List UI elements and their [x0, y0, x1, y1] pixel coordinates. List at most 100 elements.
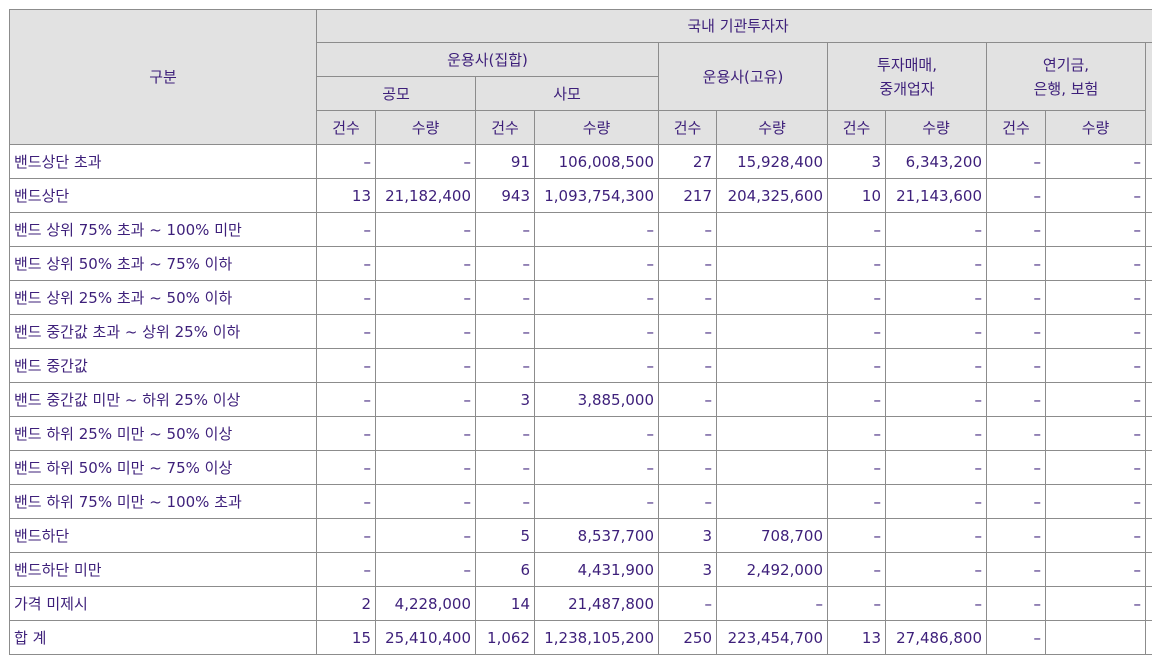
- count-cell: 1,062: [475, 620, 535, 655]
- qty-cell: –: [375, 144, 476, 179]
- qty-cell: [716, 348, 828, 383]
- overflow-cell: [1144, 144, 1152, 179]
- qty-cell: [716, 314, 828, 349]
- dealer-header-line1: 투자매매,: [877, 55, 937, 74]
- count-cell: –: [986, 246, 1046, 281]
- count-cell: 15: [316, 620, 376, 655]
- qty-cell: –: [375, 348, 476, 383]
- table-row: 밴드 상위 50% 초과 ~ 75% 이하 – – – – – – – – –: [9, 246, 1152, 281]
- count-cell: –: [475, 314, 535, 349]
- count-cell: –: [986, 280, 1046, 315]
- am-collective-header: 운용사(집합): [316, 42, 659, 77]
- count-cell: –: [316, 552, 376, 587]
- count-cell: 6: [475, 552, 535, 587]
- qty-cell: –: [534, 348, 659, 383]
- qty-cell: –: [1045, 484, 1146, 519]
- overflow-cell: [1144, 178, 1152, 213]
- row-label: 밴드 하위 25% 미만 ~ 50% 이상: [9, 416, 317, 451]
- count-cell: –: [986, 416, 1046, 451]
- overflow-cell: [1144, 620, 1152, 655]
- qty-cell: –: [1045, 314, 1146, 349]
- qty-cell: 21,143,600: [885, 178, 987, 213]
- qty-cell: 8,537,700: [534, 518, 659, 553]
- qty-cell: –: [375, 246, 476, 281]
- table-row: 밴드하단 미만 – –6 4,431,900 3 2,492,000– – – –: [9, 552, 1152, 587]
- count-cell: –: [986, 518, 1046, 553]
- qty-cell: [716, 382, 828, 417]
- qty-cell: –: [885, 348, 987, 383]
- qty-cell: –: [885, 416, 987, 451]
- table-row: 합 계 15 25,410,400 1,062 1,238,105,200 250 223,…: [9, 620, 1152, 655]
- count-cell: –: [986, 484, 1046, 519]
- table-row: 밴드 중간값 – – – – – – – – –: [9, 348, 1152, 383]
- qty-cell: 27,486,800: [885, 620, 987, 655]
- table-row: 밴드 상위 25% 초과 ~ 50% 이하 – – – – – – – – –: [9, 280, 1152, 315]
- table-row: 가격 미제시 2 4,228,000 14 21,487,800– – – – – –: [9, 586, 1152, 621]
- qty-cell: [716, 246, 828, 281]
- row-label: 밴드 중간값 초과 ~ 상위 25% 이하: [9, 314, 317, 349]
- count-cell: –: [316, 484, 376, 519]
- qty-cell: 21,487,800: [534, 586, 659, 621]
- overflow-cell: [1144, 586, 1152, 621]
- table-header: 구분 국내 기관투자자 운용사(집합) 운용사(고유) 투자매매, 중개업자 연…: [9, 9, 1152, 145]
- qty-cell: 6,343,200: [885, 144, 987, 179]
- qty-cell: –: [885, 552, 987, 587]
- qty-cell: [716, 450, 828, 485]
- count-cell: –: [827, 450, 886, 485]
- count-cell: 14: [475, 586, 535, 621]
- qty-cell: 1,093,754,300: [534, 178, 659, 213]
- overflow-cell: [1144, 382, 1152, 417]
- count-cell: –: [658, 484, 717, 519]
- qty-cell: [1045, 620, 1146, 655]
- qty-cell: –: [375, 416, 476, 451]
- count-cell: –: [986, 348, 1046, 383]
- qty-cell: –: [885, 280, 987, 315]
- qty-cell: –: [716, 586, 828, 621]
- count-header: 건수: [827, 110, 886, 145]
- pension-header-line1: 연기금,: [1042, 55, 1090, 74]
- row-label: 합 계: [9, 620, 317, 655]
- count-cell: –: [658, 348, 717, 383]
- table-row: 밴드 하위 75% 미만 ~ 100% 초과 – – – – – – – – –: [9, 484, 1152, 519]
- count-cell: –: [658, 314, 717, 349]
- qty-cell: –: [375, 314, 476, 349]
- qty-cell: [716, 416, 828, 451]
- qty-cell: 21,182,400: [375, 178, 476, 213]
- overflow-cell: [1144, 314, 1152, 349]
- demand-forecast-table: 구분 국내 기관투자자 운용사(집합) 운용사(고유) 투자매매, 중개업자 연…: [9, 9, 1152, 655]
- qty-header: 수량: [375, 110, 476, 145]
- qty-cell: –: [375, 552, 476, 587]
- row-label: 가격 미제시: [9, 586, 317, 621]
- count-cell: –: [658, 212, 717, 247]
- qty-cell: –: [1045, 348, 1146, 383]
- count-cell: 217: [658, 178, 717, 213]
- table-row: 밴드상단 13 21,182,400 943 1,093,754,300 217 204,3…: [9, 178, 1152, 213]
- count-cell: –: [316, 314, 376, 349]
- qty-cell: –: [1045, 450, 1146, 485]
- qty-header: 수량: [885, 110, 987, 145]
- overflow-cell: [1144, 518, 1152, 553]
- count-cell: –: [986, 450, 1046, 485]
- qty-cell: –: [534, 246, 659, 281]
- qty-cell: –: [534, 484, 659, 519]
- qty-cell: 2,492,000: [716, 552, 828, 587]
- qty-cell: –: [1045, 416, 1146, 451]
- am-proprietary-header: 운용사(고유): [658, 42, 828, 111]
- qty-cell: –: [885, 246, 987, 281]
- dealer-header: 투자매매, 중개업자: [827, 42, 987, 111]
- count-cell: –: [658, 586, 717, 621]
- count-cell: –: [475, 212, 535, 247]
- demand-forecast-table-container: 구분 국내 기관투자자 운용사(집합) 운용사(고유) 투자매매, 중개업자 연…: [9, 9, 1152, 655]
- overflow-cell: [1144, 450, 1152, 485]
- qty-cell: –: [534, 280, 659, 315]
- count-header: 건수: [658, 110, 717, 145]
- qty-cell: –: [1045, 518, 1146, 553]
- count-cell: 13: [827, 620, 886, 655]
- qty-cell: –: [1045, 144, 1146, 179]
- qty-cell: –: [885, 518, 987, 553]
- count-cell: –: [986, 314, 1046, 349]
- count-cell: –: [475, 246, 535, 281]
- count-cell: –: [986, 552, 1046, 587]
- qty-cell: 1,238,105,200: [534, 620, 659, 655]
- qty-cell: –: [534, 416, 659, 451]
